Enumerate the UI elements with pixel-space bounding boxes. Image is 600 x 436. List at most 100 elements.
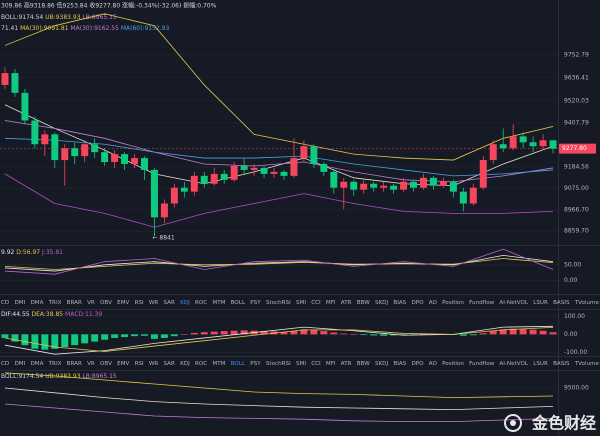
indicator-tab[interactable]: DMA — [30, 360, 44, 367]
macd-bar — [459, 334, 467, 336]
indicator-tab[interactable]: EMV — [117, 360, 130, 367]
macd-bar — [340, 333, 348, 335]
indicator-tab[interactable]: SMI — [295, 299, 306, 306]
macd-bar — [190, 332, 198, 335]
macd-bar — [170, 334, 178, 337]
indicator-tab[interactable]: CCI — [311, 360, 321, 367]
indicator-line — [4, 173, 554, 228]
macd-bar — [220, 331, 228, 335]
indicator-tab[interactable]: DMI — [14, 360, 26, 367]
indicator-tab[interactable]: DPO — [411, 360, 424, 367]
indicator-tab[interactable]: StochRSI — [265, 360, 291, 367]
indicator-tab[interactable]: RSI — [134, 360, 144, 367]
macd-bar — [310, 329, 318, 335]
indicator-tab[interactable]: AI-NetVOL — [499, 360, 528, 367]
indicator-tab[interactable]: OBV — [100, 360, 112, 367]
indicator-tab[interactable]: BIAS — [393, 360, 407, 367]
candle-body — [519, 136, 527, 143]
macd-bar — [320, 331, 328, 335]
indicator-tab[interactable]: ROC — [194, 299, 208, 306]
indicator-tab[interactable]: SMI — [295, 360, 306, 367]
indicator-line — [4, 326, 554, 352]
indicator-tab[interactable]: SKDJ — [374, 299, 389, 306]
indicator-tab[interactable]: BRAR — [66, 360, 82, 367]
indicator-line — [4, 120, 554, 183]
indicator-tab[interactable]: BIAS — [393, 299, 407, 306]
indicator-tab[interactable]: CD — [1, 360, 10, 367]
candle-body — [340, 181, 348, 188]
legend-item: 71.41 — [1, 25, 18, 32]
indicator-tab[interactable]: Position — [442, 360, 464, 367]
indicator-tab[interactable]: AI-NetVOL — [499, 299, 528, 306]
indicator-tab[interactable]: TRIX — [48, 299, 62, 306]
indicator-tab[interactable]: SKDJ — [374, 360, 389, 367]
indicator-tab[interactable]: MFI — [325, 360, 336, 367]
indicator-tab[interactable]: BASIS — [553, 360, 570, 367]
indicator-tab[interactable]: SAR — [163, 299, 175, 306]
macd-bar — [300, 329, 308, 335]
y-tick-label: 9184.56 — [564, 164, 589, 171]
candle-body — [539, 140, 547, 147]
indicator-tab[interactable]: PSY — [250, 299, 261, 306]
indicator-tab[interactable]: DMI — [14, 299, 26, 306]
indicator-tab[interactable]: PSY — [250, 360, 261, 367]
indicator-tab[interactable]: BASIS — [553, 299, 570, 306]
indicator-tab[interactable]: EMV — [117, 299, 130, 306]
indicator-tab[interactable]: WR — [148, 299, 159, 306]
indicator-tab[interactable]: ATR — [340, 299, 352, 306]
watermark: 金色财经 — [504, 414, 596, 433]
indicator-tab[interactable]: WR — [148, 360, 159, 367]
indicator-tab[interactable]: ROC — [194, 360, 208, 367]
indicator-tab[interactable]: OBV — [100, 299, 112, 306]
candle-body — [320, 163, 328, 172]
indicator-tab[interactable]: TVolume — [574, 360, 599, 367]
candle-body — [71, 148, 79, 157]
indicator-tab[interactable]: BOLL — [230, 299, 246, 306]
candle-body — [31, 120, 39, 145]
indicator-tab[interactable]: CCI — [311, 299, 321, 306]
indicator-tab[interactable]: KDJ — [180, 299, 190, 306]
macd-bar — [469, 334, 477, 336]
macd-bar — [260, 331, 268, 335]
indicator-tab[interactable]: AO — [428, 360, 437, 367]
indicator-tab[interactable]: StochRSI — [265, 299, 291, 306]
macd-bar — [419, 333, 427, 335]
indicator-tab[interactable]: BOLL — [230, 360, 246, 367]
candle-body — [370, 183, 378, 188]
indicator-tab[interactable]: Fundflow — [469, 299, 495, 306]
indicator-tab[interactable]: Fundflow — [469, 360, 495, 367]
indicator-tab[interactable]: RSI — [134, 299, 144, 306]
watermark-logo — [510, 420, 516, 426]
indicator-tab[interactable]: BBW — [356, 299, 370, 306]
macd-bar — [479, 333, 487, 335]
macd-bar — [131, 334, 139, 337]
indicator-tab[interactable]: DMA — [30, 299, 44, 306]
ma-header: 71.41 MA(30):9091.81 MA(30):9162.55 MA(6… — [1, 25, 169, 32]
legend-item: MA(60):9152.93 — [121, 25, 170, 32]
indicator-tab[interactable]: DPO — [411, 299, 424, 306]
indicator-tab[interactable]: MTM — [212, 360, 226, 367]
indicator-tab[interactable]: BRAR — [66, 299, 82, 306]
indicator-tab[interactable]: CD — [1, 299, 10, 306]
indicator-tab[interactable]: SAR — [163, 360, 175, 367]
candle-body — [111, 154, 119, 163]
y-tick-label: 9500.00 — [564, 385, 589, 392]
indicator-tab[interactable]: BBW — [356, 360, 370, 367]
indicator-tab[interactable]: MFI — [325, 299, 336, 306]
indicator-tab[interactable]: VR — [87, 299, 95, 306]
indicator-tab[interactable]: TVolume — [574, 299, 599, 306]
indicator-tab[interactable]: MTM — [212, 299, 226, 306]
indicator-tab[interactable]: ATR — [340, 360, 352, 367]
candle-body — [11, 73, 19, 93]
candle-body — [81, 144, 89, 157]
indicator-tab[interactable]: VR — [87, 360, 95, 367]
indicator-tab[interactable]: KDJ — [180, 360, 190, 367]
indicator-line — [4, 387, 554, 411]
indicator-tab[interactable]: LSUR — [533, 299, 548, 306]
indicator-tab[interactable]: TRIX — [48, 360, 62, 367]
indicator-tab[interactable]: LSUR — [533, 360, 548, 367]
indicator-tab[interactable]: AO — [428, 299, 437, 306]
indicator-tab[interactable]: Position — [442, 299, 464, 306]
ohlc-header: 309.86 高9318.86 低9253.84 收9277.80 涨幅:-0.… — [1, 2, 217, 10]
